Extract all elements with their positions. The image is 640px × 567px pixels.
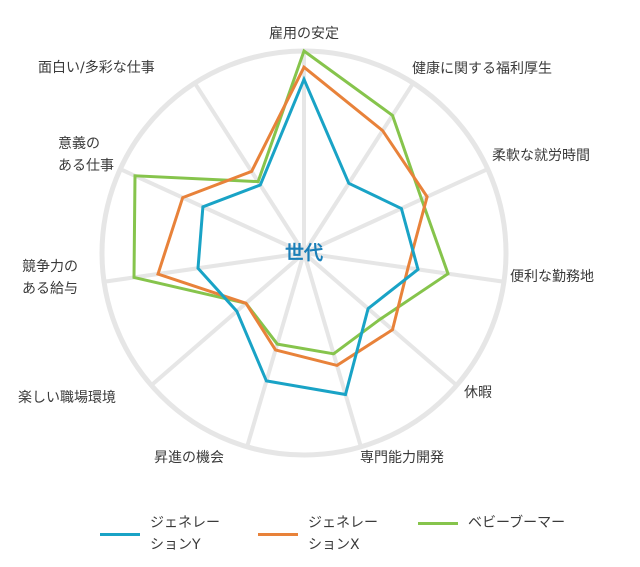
radar-spoke xyxy=(193,81,306,255)
axis-label: 柔軟な就労時間 xyxy=(492,148,590,164)
radar-spoke xyxy=(302,81,415,255)
axis-label: 雇用の安定 xyxy=(269,25,339,42)
axis-label: 便利な勤務地 xyxy=(510,269,594,285)
radar-spoke xyxy=(150,251,306,387)
legend-swatch-baby-boomer xyxy=(418,521,458,525)
legend-label-gen-x: ジェネレー ションX xyxy=(308,515,378,553)
legend-item-baby-boomer: ベビーブーマー xyxy=(418,512,565,534)
legend-label-gen-y: ジェネレー ションY xyxy=(150,515,220,553)
axis-label: 面白い/多彩な仕事 xyxy=(38,59,155,76)
radar-spoke xyxy=(302,252,363,448)
legend-item-gen-y: ジェネレー ションY xyxy=(100,512,220,556)
axis-label: 意義のある仕事 xyxy=(58,135,114,174)
series-line xyxy=(132,48,450,356)
axis-label: 昇進の機会 xyxy=(154,450,224,466)
axis-label: 専門能力開発 xyxy=(360,450,444,466)
radar-spoke xyxy=(119,167,305,255)
axis-label: 競争力のある給与 xyxy=(22,259,78,297)
axis-label: 休暇 xyxy=(464,385,492,401)
legend: ジェネレー ションY ジェネレー ションX ベビーブーマー xyxy=(0,510,640,560)
axis-label: 健康に関する福利厚生 xyxy=(412,60,552,77)
series-layer xyxy=(132,48,450,397)
center-label: 世代 xyxy=(285,242,323,264)
legend-swatch-gen-x xyxy=(258,532,298,536)
legend-label-baby-boomer: ベビーブーマー xyxy=(468,515,566,531)
legend-item-gen-x: ジェネレー ションX xyxy=(258,512,378,556)
series-line xyxy=(156,64,429,368)
axis-label: 楽しい職場環境 xyxy=(18,390,116,406)
radar-spoke xyxy=(303,251,505,284)
series-line xyxy=(196,75,420,397)
radar-spoke xyxy=(303,167,489,255)
legend-swatch-gen-y xyxy=(100,532,140,536)
